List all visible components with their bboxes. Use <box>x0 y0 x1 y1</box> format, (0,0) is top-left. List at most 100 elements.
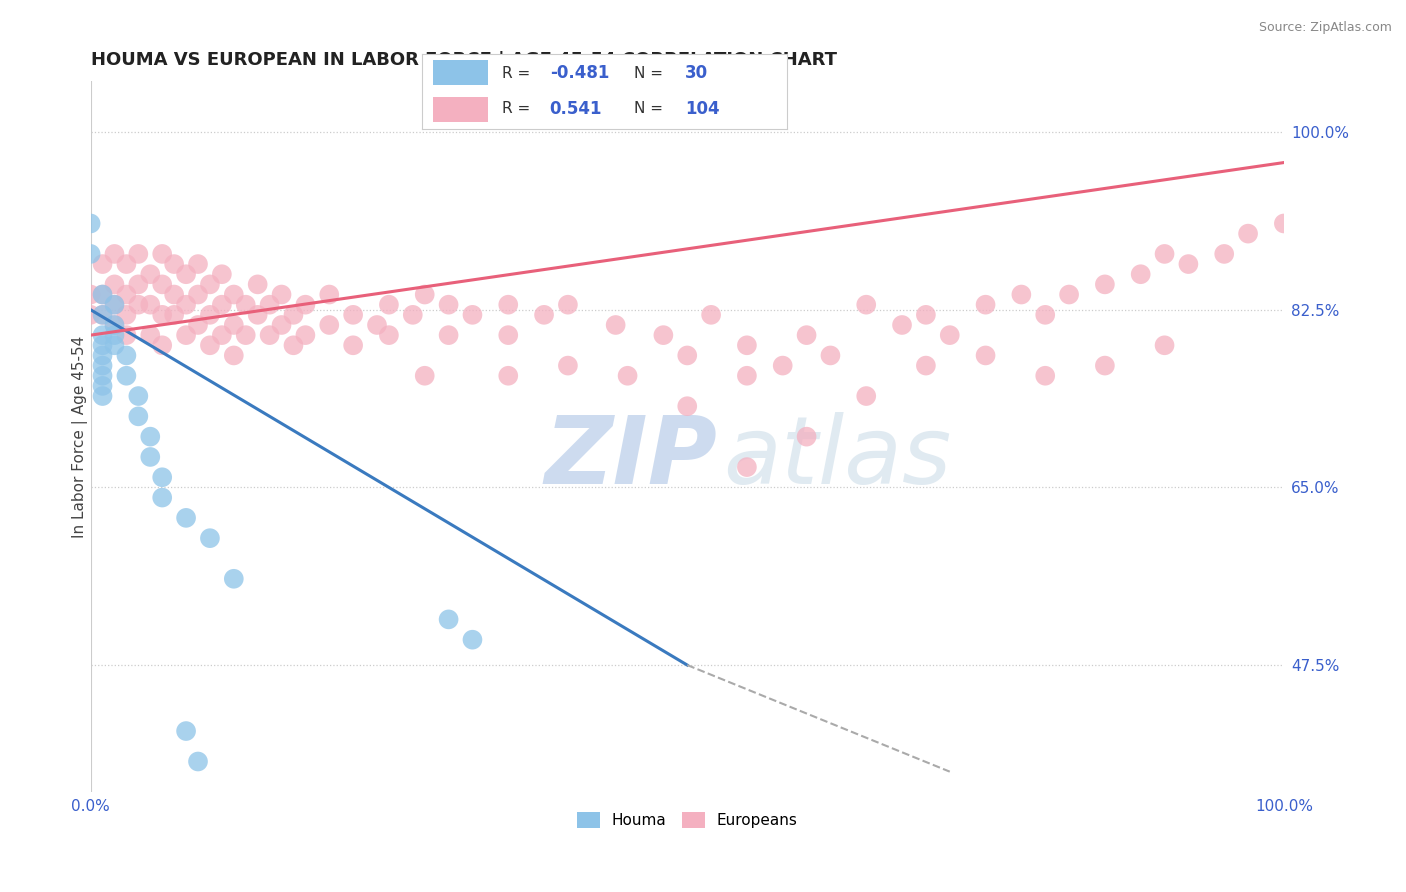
Point <box>187 287 209 301</box>
Point <box>496 328 519 343</box>
Point <box>187 755 209 769</box>
Point <box>115 348 138 362</box>
Point <box>163 257 186 271</box>
Point <box>198 531 221 545</box>
Point <box>437 328 460 343</box>
Point <box>1129 267 1152 281</box>
Point <box>1094 277 1116 292</box>
Point <box>259 328 281 343</box>
Point <box>461 632 484 647</box>
Point <box>270 287 292 301</box>
Point <box>174 511 197 525</box>
Point <box>103 318 125 332</box>
Text: -0.481: -0.481 <box>550 64 609 82</box>
Point <box>1153 338 1175 352</box>
Point <box>700 308 723 322</box>
Point <box>1010 287 1032 301</box>
Point <box>91 389 114 403</box>
Point <box>222 287 245 301</box>
Point <box>127 247 149 261</box>
Point <box>91 338 114 352</box>
Point <box>150 491 173 505</box>
Point <box>103 328 125 343</box>
Point <box>735 460 758 475</box>
Text: Source: ZipAtlas.com: Source: ZipAtlas.com <box>1258 21 1392 34</box>
Point <box>283 308 305 322</box>
Point <box>676 399 699 413</box>
Point <box>557 359 579 373</box>
Text: HOUMA VS EUROPEAN IN LABOR FORCE | AGE 45-54 CORRELATION CHART: HOUMA VS EUROPEAN IN LABOR FORCE | AGE 4… <box>90 51 837 69</box>
Point <box>915 359 938 373</box>
Point <box>91 308 114 322</box>
Point <box>150 308 173 322</box>
Point <box>79 287 101 301</box>
Point <box>1094 359 1116 373</box>
Point <box>342 308 364 322</box>
Point <box>163 308 186 322</box>
Point <box>1213 247 1236 261</box>
Point <box>115 287 138 301</box>
Point <box>1033 308 1056 322</box>
Point <box>91 257 114 271</box>
Point <box>855 389 877 403</box>
Point <box>270 318 292 332</box>
Point <box>211 298 233 312</box>
Point <box>318 318 340 332</box>
Point <box>222 572 245 586</box>
Point <box>103 298 125 312</box>
Point <box>342 338 364 352</box>
Point <box>187 257 209 271</box>
Point <box>127 409 149 424</box>
Point <box>174 328 197 343</box>
Point <box>235 298 257 312</box>
Bar <box>433 61 488 86</box>
Text: R =: R = <box>502 66 536 81</box>
Point <box>139 267 162 281</box>
Point <box>796 328 818 343</box>
Text: N =: N = <box>634 102 668 116</box>
Text: 104: 104 <box>685 100 720 118</box>
Point <box>91 308 114 322</box>
Point <box>150 338 173 352</box>
Point <box>378 298 401 312</box>
Point <box>1153 247 1175 261</box>
Point <box>103 277 125 292</box>
Point <box>246 277 269 292</box>
Point <box>91 359 114 373</box>
Text: R =: R = <box>502 102 540 116</box>
Point <box>150 277 173 292</box>
Point <box>198 277 221 292</box>
Point <box>461 308 484 322</box>
Point <box>127 277 149 292</box>
Point <box>496 298 519 312</box>
Point <box>283 338 305 352</box>
Legend: Houma, Europeans: Houma, Europeans <box>571 805 804 834</box>
Point <box>198 338 221 352</box>
Point <box>891 318 914 332</box>
Point <box>1057 287 1080 301</box>
Point <box>127 389 149 403</box>
Point <box>735 368 758 383</box>
Point <box>378 328 401 343</box>
Point <box>211 267 233 281</box>
Point <box>91 287 114 301</box>
Point <box>187 318 209 332</box>
Point <box>174 298 197 312</box>
Point <box>974 298 997 312</box>
Point <box>115 257 138 271</box>
Point <box>91 379 114 393</box>
Text: 30: 30 <box>685 64 709 82</box>
Point <box>211 328 233 343</box>
Point <box>496 368 519 383</box>
Point <box>139 298 162 312</box>
Bar <box>433 96 488 122</box>
Point <box>91 328 114 343</box>
Point <box>139 328 162 343</box>
Point <box>796 430 818 444</box>
Point <box>103 338 125 352</box>
Point <box>198 308 221 322</box>
Point <box>235 328 257 343</box>
Point <box>127 298 149 312</box>
Point <box>150 470 173 484</box>
Point <box>1237 227 1260 241</box>
